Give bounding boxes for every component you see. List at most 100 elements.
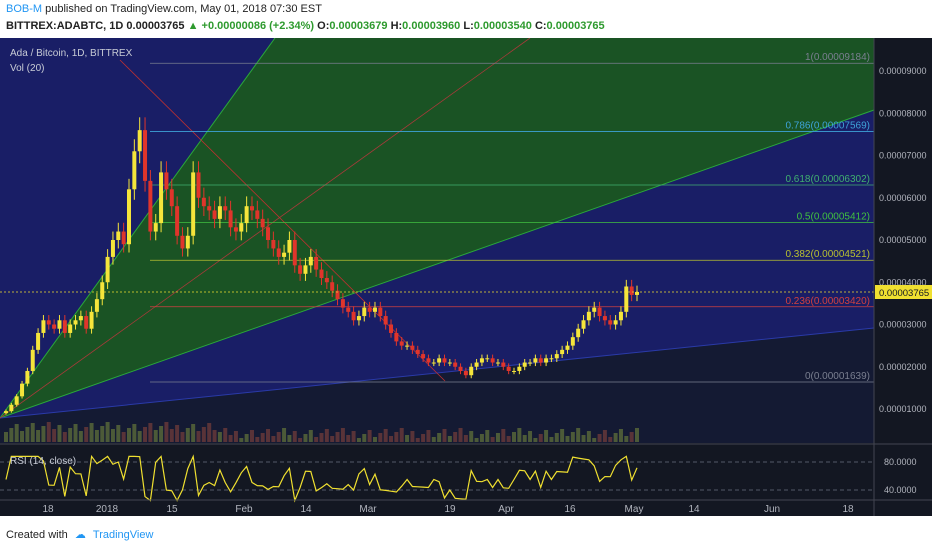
candle-body xyxy=(431,362,436,364)
candle-body xyxy=(143,130,148,181)
candle-body xyxy=(105,256,110,283)
footer: Created with ☁ TradingView xyxy=(0,516,932,550)
volume-bar xyxy=(271,436,276,442)
candle-body xyxy=(266,227,271,240)
volume-bar xyxy=(121,432,126,442)
candle-body xyxy=(100,282,105,300)
candle-body xyxy=(244,206,249,224)
volume-bar xyxy=(501,429,506,442)
symbol-label: Ada / Bitcoin, 1D, BITTREX xyxy=(10,48,133,59)
author-link[interactable]: BOB-M xyxy=(6,3,43,15)
volume-bar xyxy=(52,429,57,442)
volume-bar xyxy=(485,430,490,442)
volume-bar xyxy=(41,426,46,442)
volume-bar xyxy=(153,430,158,442)
volume-bar xyxy=(592,438,597,442)
candle-body xyxy=(175,206,180,236)
candle-body xyxy=(185,235,190,249)
candle-body xyxy=(20,383,25,397)
candle-body xyxy=(346,307,351,312)
volume-bar xyxy=(351,431,356,442)
candle-body xyxy=(201,197,206,207)
time-tick: Jun xyxy=(764,504,780,515)
volume-bar xyxy=(223,428,228,442)
volume-bar xyxy=(324,429,329,442)
price-tick: 0.00008000 xyxy=(879,108,927,118)
candle-body xyxy=(282,252,287,257)
tradingview-brand[interactable]: TradingView xyxy=(92,529,154,541)
price-tick: 0.00003000 xyxy=(879,320,927,330)
candle-body xyxy=(94,299,99,312)
volume-bar xyxy=(9,428,14,442)
candle-body xyxy=(298,265,303,274)
candle-body xyxy=(217,206,222,219)
candle-body xyxy=(635,291,639,295)
volume-bar xyxy=(132,424,137,442)
volume-bar xyxy=(89,423,94,442)
fib-label: 0.786(0.00007569) xyxy=(785,120,870,131)
candle-body xyxy=(340,299,345,308)
chart-canvas[interactable]: 1(0.00009184) 0.786(0.00007569) 0.618(0.00… xyxy=(0,38,932,516)
volume-bar xyxy=(105,422,110,442)
candle-body xyxy=(330,282,335,291)
tradingview-logo-icon[interactable]: ☁ xyxy=(74,529,86,541)
volume-bar xyxy=(421,434,426,442)
volume-bar xyxy=(560,429,565,442)
candle-body xyxy=(68,324,73,333)
time-tick: 18 xyxy=(42,504,54,515)
fib-label: 0(0.00001639) xyxy=(805,371,870,382)
candle-body xyxy=(383,316,388,325)
volume-bar xyxy=(570,432,575,442)
candle-body xyxy=(597,307,602,317)
volume-bar xyxy=(94,430,99,442)
chart-area[interactable]: 1(0.00009184) 0.786(0.00007569) 0.618(0.00… xyxy=(0,38,932,516)
volume-bar xyxy=(426,430,431,442)
candle-body xyxy=(239,223,244,232)
volume-bar xyxy=(474,438,479,442)
candle-body xyxy=(36,332,41,350)
candle-body xyxy=(14,396,19,405)
volume-bar xyxy=(68,428,73,442)
candle-body xyxy=(303,265,308,274)
volume-bar xyxy=(228,435,233,442)
volume-bar xyxy=(581,435,586,442)
volume-bar xyxy=(137,431,142,442)
candle-body xyxy=(522,362,527,367)
volume-bar xyxy=(180,432,185,442)
current-price-badge xyxy=(875,285,932,299)
volume-bar xyxy=(447,436,452,442)
candle-body xyxy=(73,320,78,325)
candle-body xyxy=(453,362,458,367)
candle-body xyxy=(196,172,201,198)
candle-body xyxy=(565,345,570,350)
volume-bar xyxy=(201,427,206,442)
volume-bar xyxy=(233,431,238,442)
low-value: 0.00003540 xyxy=(473,20,532,32)
candle-body xyxy=(517,366,522,371)
candle-body xyxy=(581,320,586,329)
candle-body xyxy=(62,320,67,333)
candle-body xyxy=(378,307,383,317)
volume-bar xyxy=(528,431,533,442)
volume-bar xyxy=(458,428,463,442)
candle-body xyxy=(560,349,565,355)
volume-bar xyxy=(260,433,265,442)
fib-label: 0.236(0.00003420) xyxy=(785,296,870,307)
candle-body xyxy=(469,366,474,376)
candle-body xyxy=(501,362,506,367)
volume-bar xyxy=(4,432,8,442)
volume-bar xyxy=(287,435,292,442)
candle-body xyxy=(437,358,442,363)
candle-body xyxy=(212,210,217,219)
candle-body xyxy=(528,362,533,364)
volume-bar xyxy=(383,429,388,442)
candle-body xyxy=(618,311,623,321)
candle-body xyxy=(389,324,394,333)
volume-bar xyxy=(335,432,340,442)
fib-levels: 1(0.00009184) 0.786(0.00007569) 0.618(0.00… xyxy=(150,52,874,383)
volume-bar xyxy=(533,438,538,442)
price-tick: 0.00009000 xyxy=(879,66,927,76)
candle-body xyxy=(271,240,276,249)
volume-bar xyxy=(576,428,581,442)
candle-body xyxy=(9,404,14,412)
